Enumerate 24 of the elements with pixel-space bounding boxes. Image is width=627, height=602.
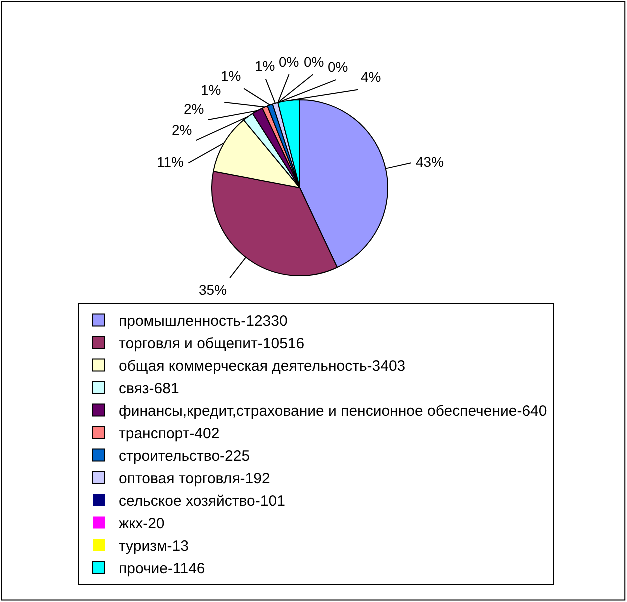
legend-label: транспорт-402 xyxy=(119,426,220,443)
data-label: 2% xyxy=(184,101,204,117)
text: 0% xyxy=(328,59,348,75)
data-label: 2% xyxy=(172,122,192,138)
legend-label: торговля и общепит-10516 xyxy=(119,336,305,353)
legend-label: промышленность-12330 xyxy=(119,313,288,330)
legend-label: общая коммерческая деятельность-3403 xyxy=(119,358,406,376)
legend-label: оптовая торговля-192 xyxy=(119,470,270,488)
text: 0% xyxy=(304,54,324,70)
data-label: 1% xyxy=(255,58,276,74)
legend-label: строительство-225 xyxy=(119,448,250,466)
text: 0% xyxy=(279,54,300,70)
legend-label: жкх-20 xyxy=(119,516,165,533)
legend-label: туризм-13 xyxy=(119,538,189,556)
data-label: 1% xyxy=(221,68,242,84)
legend-label: сельское хозяйство-101 xyxy=(119,493,286,510)
legend-label: связ-681 xyxy=(119,380,180,398)
legend-label: прочие-1146 xyxy=(119,560,206,578)
legend-label: финансы,кредит,страхование и пенсионное обеспечение-640 xyxy=(119,403,548,420)
data-label: 4% xyxy=(361,69,382,85)
data-label: 1% xyxy=(201,82,222,98)
data-label: 43% xyxy=(416,154,444,170)
data-label: 35% xyxy=(199,282,228,298)
data-label: 11% xyxy=(157,154,184,170)
